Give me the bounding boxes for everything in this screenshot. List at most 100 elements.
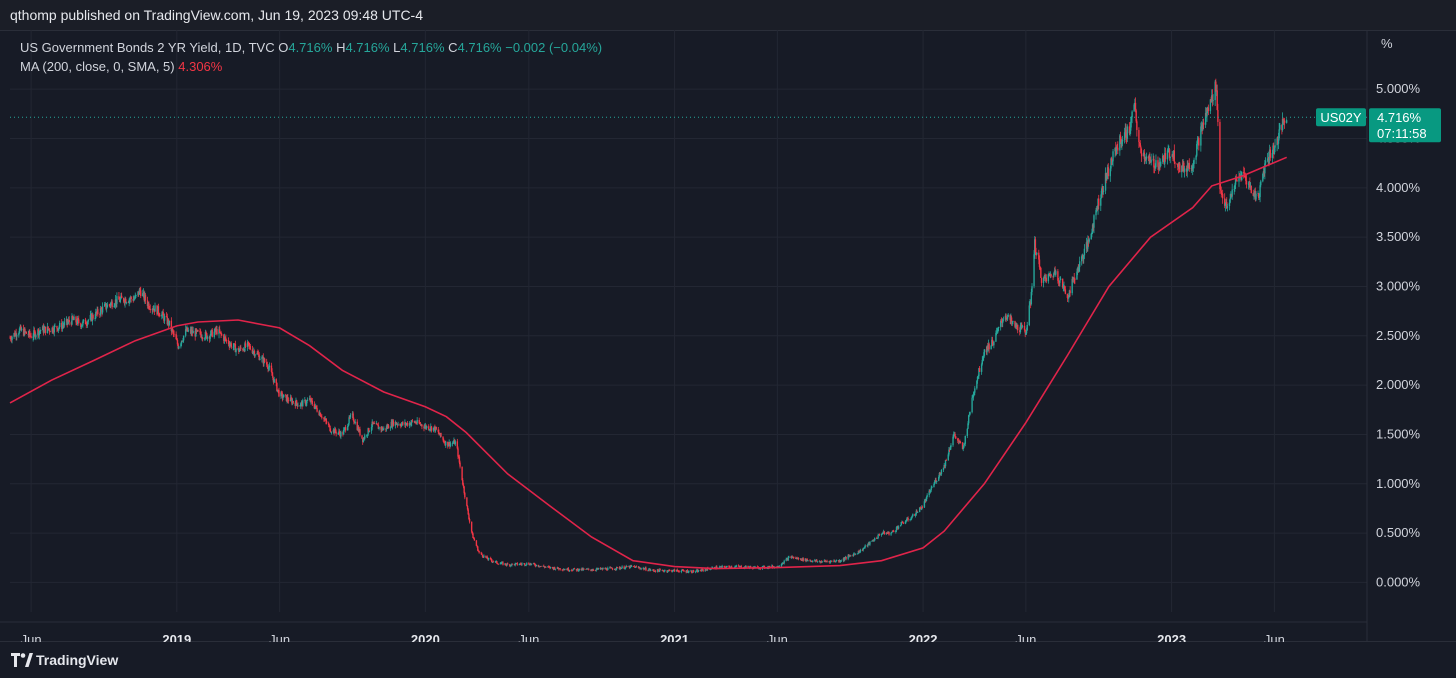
candle-body: [883, 531, 885, 535]
candle-body: [1025, 333, 1027, 335]
candle-body: [590, 569, 592, 571]
candle-body: [321, 416, 323, 418]
candle-body: [1039, 267, 1041, 268]
candle-body: [788, 556, 790, 558]
candle-body: [371, 421, 373, 427]
candle-body: [597, 568, 599, 570]
candle-body: [700, 570, 702, 572]
candle-body: [1102, 186, 1104, 192]
candle-body: [678, 571, 681, 573]
candle-body: [1130, 117, 1133, 122]
candle-body: [758, 568, 760, 570]
chart-canvas[interactable]: 0.000% 0.500% 1.000% 1.500% 2.000% 2.500% 3.00…: [0, 30, 1456, 642]
candle-body: [397, 423, 399, 425]
candle-body: [138, 289, 141, 295]
candle-body: [1005, 315, 1007, 318]
candle-body: [1133, 104, 1135, 112]
candle-body: [1078, 267, 1080, 272]
candle-body: [972, 397, 974, 399]
candle-body: [666, 570, 668, 572]
candle-body: [139, 289, 141, 291]
candle-body: [664, 570, 666, 572]
candle-body: [470, 521, 473, 532]
candle-body: [701, 569, 703, 571]
candle-body: [33, 330, 35, 337]
candle-body: [938, 476, 940, 481]
candle-body: [327, 423, 330, 426]
legend-ma-label: MA (200, close, 0, SMA, 5): [20, 59, 175, 74]
footer-brand[interactable]: TradingView: [36, 652, 119, 668]
candle-body: [47, 326, 49, 330]
candle-body: [1269, 149, 1272, 158]
candle-body: [1282, 118, 1284, 122]
chart-grid: [0, 30, 1368, 642]
candle-body: [1074, 278, 1076, 280]
candle-body: [80, 325, 83, 327]
candle-body: [192, 330, 194, 334]
candle-body: [557, 567, 559, 569]
candle-body: [910, 517, 913, 520]
candle-body: [163, 315, 166, 321]
candle-body: [1223, 198, 1226, 206]
candle-body: [680, 570, 683, 572]
candle-body: [1010, 317, 1013, 323]
candle-body: [926, 495, 928, 497]
candle-body: [442, 436, 444, 440]
candle-body: [876, 538, 879, 539]
candle-body: [148, 303, 150, 309]
candle-body: [904, 521, 907, 524]
candle-body: [219, 329, 221, 333]
candle-body: [697, 570, 700, 573]
candle-body: [178, 346, 180, 349]
candle-body: [114, 304, 116, 306]
candle-body: [1196, 144, 1198, 156]
candle-body: [1234, 179, 1237, 185]
candle-body: [974, 388, 976, 393]
candle-body: [933, 483, 935, 487]
candle-body: [659, 569, 661, 571]
candle-body: [893, 531, 895, 532]
candle-body: [647, 570, 649, 572]
candle-body: [232, 346, 235, 348]
candle-body: [246, 341, 249, 347]
candle-body: [429, 429, 431, 430]
candle-body: [261, 357, 263, 359]
candle-body: [216, 329, 218, 335]
candle-body: [80, 323, 82, 327]
candle-body: [496, 561, 498, 564]
candle-body: [125, 302, 128, 304]
candle-body: [197, 330, 199, 332]
candle-body: [210, 330, 212, 336]
candle-body: [472, 533, 474, 539]
symbol-tag-label: US02Y: [1320, 110, 1362, 125]
candle-body: [1217, 109, 1219, 122]
candle-body: [640, 568, 642, 570]
candle-body: [382, 429, 384, 431]
candle-body: [1159, 161, 1162, 167]
candle-body: [268, 365, 271, 368]
y-tick-label: 4.000%: [1376, 180, 1421, 195]
candle-body: [75, 316, 77, 323]
candle-body: [135, 295, 137, 296]
candle-body: [611, 568, 614, 570]
candle-body: [30, 335, 32, 338]
candle-body: [854, 553, 857, 555]
candle-body: [859, 549, 862, 552]
candle-body: [472, 538, 475, 539]
candle-body: [383, 428, 385, 430]
candle-body: [981, 359, 984, 365]
candle-body: [378, 426, 380, 429]
candle-body: [711, 567, 714, 568]
candle-body: [395, 422, 397, 425]
candle-body: [287, 400, 290, 402]
candle-body: [874, 538, 876, 541]
candle-body: [352, 413, 354, 420]
candle-body: [997, 327, 999, 332]
candle-body: [807, 560, 809, 562]
candle-body: [537, 564, 540, 567]
candle-body: [983, 349, 986, 356]
candle-body: [349, 414, 352, 418]
candle-body: [67, 321, 69, 324]
candle-body: [181, 340, 183, 342]
candle-body: [611, 567, 613, 569]
